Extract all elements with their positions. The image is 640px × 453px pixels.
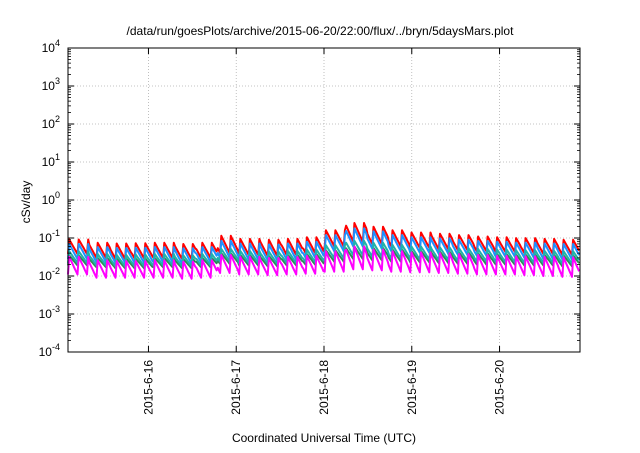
series-line-4 — [67, 239, 580, 268]
y-tick-label: 103 — [42, 76, 60, 93]
x-tick-label: 2015-6-16 — [141, 360, 155, 415]
y-axis-label: cSv/day — [19, 181, 33, 224]
x-tick-label: 2015-6-19 — [405, 360, 419, 415]
plot-area-border — [67, 47, 581, 353]
y-tick-label: 10-4 — [39, 342, 60, 359]
x-tick-label: 2015-6-18 — [317, 360, 331, 415]
grid — [68, 47, 580, 353]
y-tick-label: 10-3 — [39, 304, 60, 321]
chart-title: /data/run/goesPlots/archive/2015-06-20/2… — [127, 24, 515, 38]
series-line-3 — [67, 245, 580, 270]
x-tick-label: 2015-6-20 — [493, 360, 507, 415]
y-tick-label: 102 — [42, 114, 60, 131]
y-tick-label: 10-1 — [39, 228, 60, 245]
series-line-5 — [67, 245, 581, 280]
y-tick-label: 10-2 — [39, 266, 60, 283]
x-tick-label: 2015-6-17 — [229, 360, 243, 415]
y-tick-label: 101 — [42, 152, 60, 169]
series-group — [67, 222, 581, 280]
x-axis-label: Coordinated Universal Time (UTC) — [232, 431, 416, 445]
axes: 104 103 102 101 100 10-1 10-2 10-3 10-4 2015-6-16… — [39, 38, 581, 415]
y-tick-label: 104 — [42, 38, 60, 55]
y-tick-label: 100 — [42, 190, 60, 207]
